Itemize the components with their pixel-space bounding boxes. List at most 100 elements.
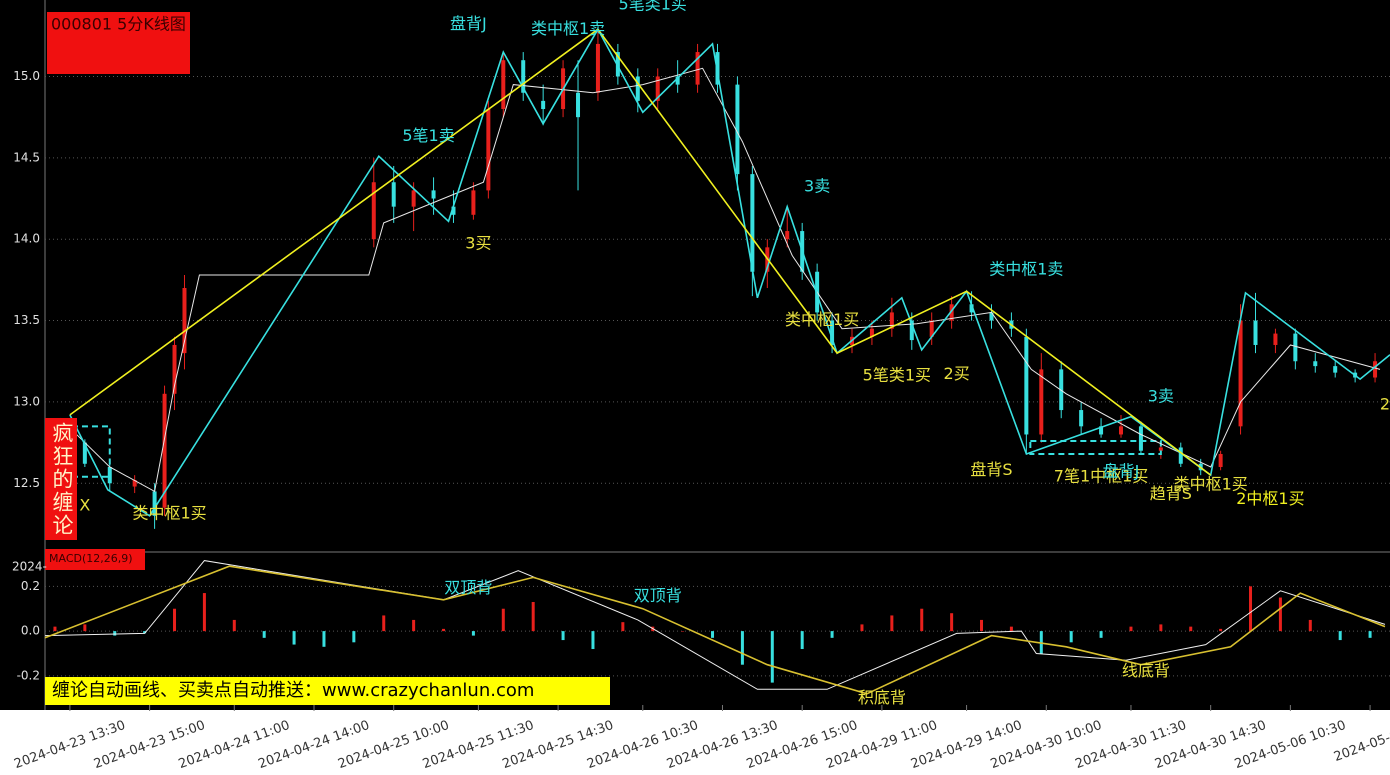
macd-bar	[262, 631, 266, 638]
macd-bar	[83, 624, 87, 632]
candle-body	[1024, 336, 1029, 435]
macd-bar	[1069, 631, 1073, 643]
candle-body	[152, 491, 157, 516]
candle-body	[521, 60, 526, 93]
annotation: 2中枢1买	[1236, 489, 1304, 508]
candle-body	[371, 182, 376, 240]
annotation: 3买	[465, 234, 491, 253]
macd-bar	[1308, 619, 1312, 632]
macd-bar	[561, 631, 565, 641]
candle-body	[1333, 366, 1338, 373]
candle-body	[969, 304, 974, 313]
macd-bar	[711, 631, 715, 638]
macd-bar	[1159, 624, 1163, 632]
side-label: 疯狂的缠论	[50, 422, 74, 537]
y-tick-label: 13.0	[13, 394, 40, 408]
y-tick-label: 0.0	[21, 624, 40, 638]
candle-body	[750, 174, 755, 272]
macd-bar	[980, 619, 984, 632]
annotation: 趋背S	[1150, 484, 1192, 503]
y-tick-label: 14.0	[13, 232, 40, 246]
macd-bar	[681, 631, 685, 632]
macd-bar	[412, 619, 416, 632]
macd-title-box	[45, 549, 145, 570]
macd-bar	[1009, 626, 1013, 632]
macd-bar	[621, 622, 625, 632]
macd-bar	[173, 608, 177, 632]
annotation: 2买	[944, 364, 970, 383]
line	[44, 560, 1386, 690]
candle-body	[431, 190, 436, 199]
candle-body	[1218, 453, 1223, 468]
annotation: 3卖	[804, 177, 830, 196]
chart-title: 000801 5分K线图	[51, 15, 186, 34]
candle-body	[451, 206, 456, 215]
candle-body	[735, 84, 740, 175]
candle-body	[162, 393, 167, 508]
macd-bar	[1219, 628, 1223, 632]
macd-bar	[1129, 626, 1133, 632]
annotation: 双顶背	[634, 586, 682, 605]
annotation: 7笔1中枢1买	[1054, 466, 1149, 485]
candle-body	[172, 344, 177, 394]
annotation: X	[79, 496, 90, 515]
macd-bar	[113, 631, 117, 636]
macd-bar	[770, 631, 774, 683]
annotation: 5笔类1买	[863, 365, 931, 384]
annotation: 盘背J	[1103, 461, 1140, 480]
pivot-zone	[1029, 439, 1162, 455]
macd-bar	[531, 602, 535, 632]
candle-body	[949, 304, 954, 321]
y-tick-label: 0.2	[21, 579, 40, 593]
macd-bar	[322, 631, 326, 647]
macd-bar	[471, 631, 475, 636]
macd-bar	[860, 624, 864, 632]
candle-body	[830, 320, 835, 345]
macd-bar	[442, 628, 446, 632]
annotation: 线底背	[1122, 661, 1170, 680]
candle-body	[655, 76, 660, 101]
candle-body	[1138, 426, 1143, 451]
candle-body	[82, 442, 87, 464]
macd-bar	[1338, 631, 1342, 641]
annotation: 类中枢1买	[1174, 474, 1248, 493]
macd-bar	[232, 619, 236, 632]
candle-body	[1373, 361, 1378, 378]
banner-box	[45, 677, 610, 705]
candle-body	[391, 182, 396, 207]
candle-body	[869, 328, 874, 337]
annotation: 盘背J	[450, 14, 487, 33]
line	[69, 28, 1212, 476]
line	[44, 565, 1386, 695]
candle-body	[1158, 447, 1163, 451]
y-tick-label: 15.0	[13, 69, 40, 83]
macd-bar	[830, 631, 834, 638]
candle-body	[541, 100, 546, 110]
annotation: 盘背S	[970, 460, 1012, 479]
candle-body	[1293, 333, 1298, 362]
candle-body	[182, 288, 187, 354]
macd-bar	[382, 615, 386, 632]
candle-body	[132, 480, 137, 487]
candle-body	[1178, 447, 1183, 464]
macd-bar	[292, 631, 296, 645]
candle-body	[675, 76, 680, 85]
macd-bar	[890, 615, 894, 632]
candle-body	[929, 320, 934, 337]
candle-body	[1273, 333, 1278, 345]
candle-body	[1238, 320, 1243, 427]
macd-bar	[591, 631, 595, 650]
macd-bar	[143, 631, 147, 634]
candle-body	[989, 312, 994, 321]
candle-body	[595, 43, 600, 93]
y-tick-label: -0.2	[17, 668, 40, 682]
annotation: 5笔1卖	[402, 126, 454, 145]
candle-body	[1313, 361, 1318, 367]
macd-bar	[501, 608, 505, 632]
candle-body	[1253, 320, 1258, 345]
candle-body	[486, 109, 491, 191]
annotation: 双顶背	[444, 578, 492, 597]
candle-body	[576, 92, 581, 118]
macd-bar	[202, 593, 206, 632]
macd-bar	[53, 626, 57, 632]
